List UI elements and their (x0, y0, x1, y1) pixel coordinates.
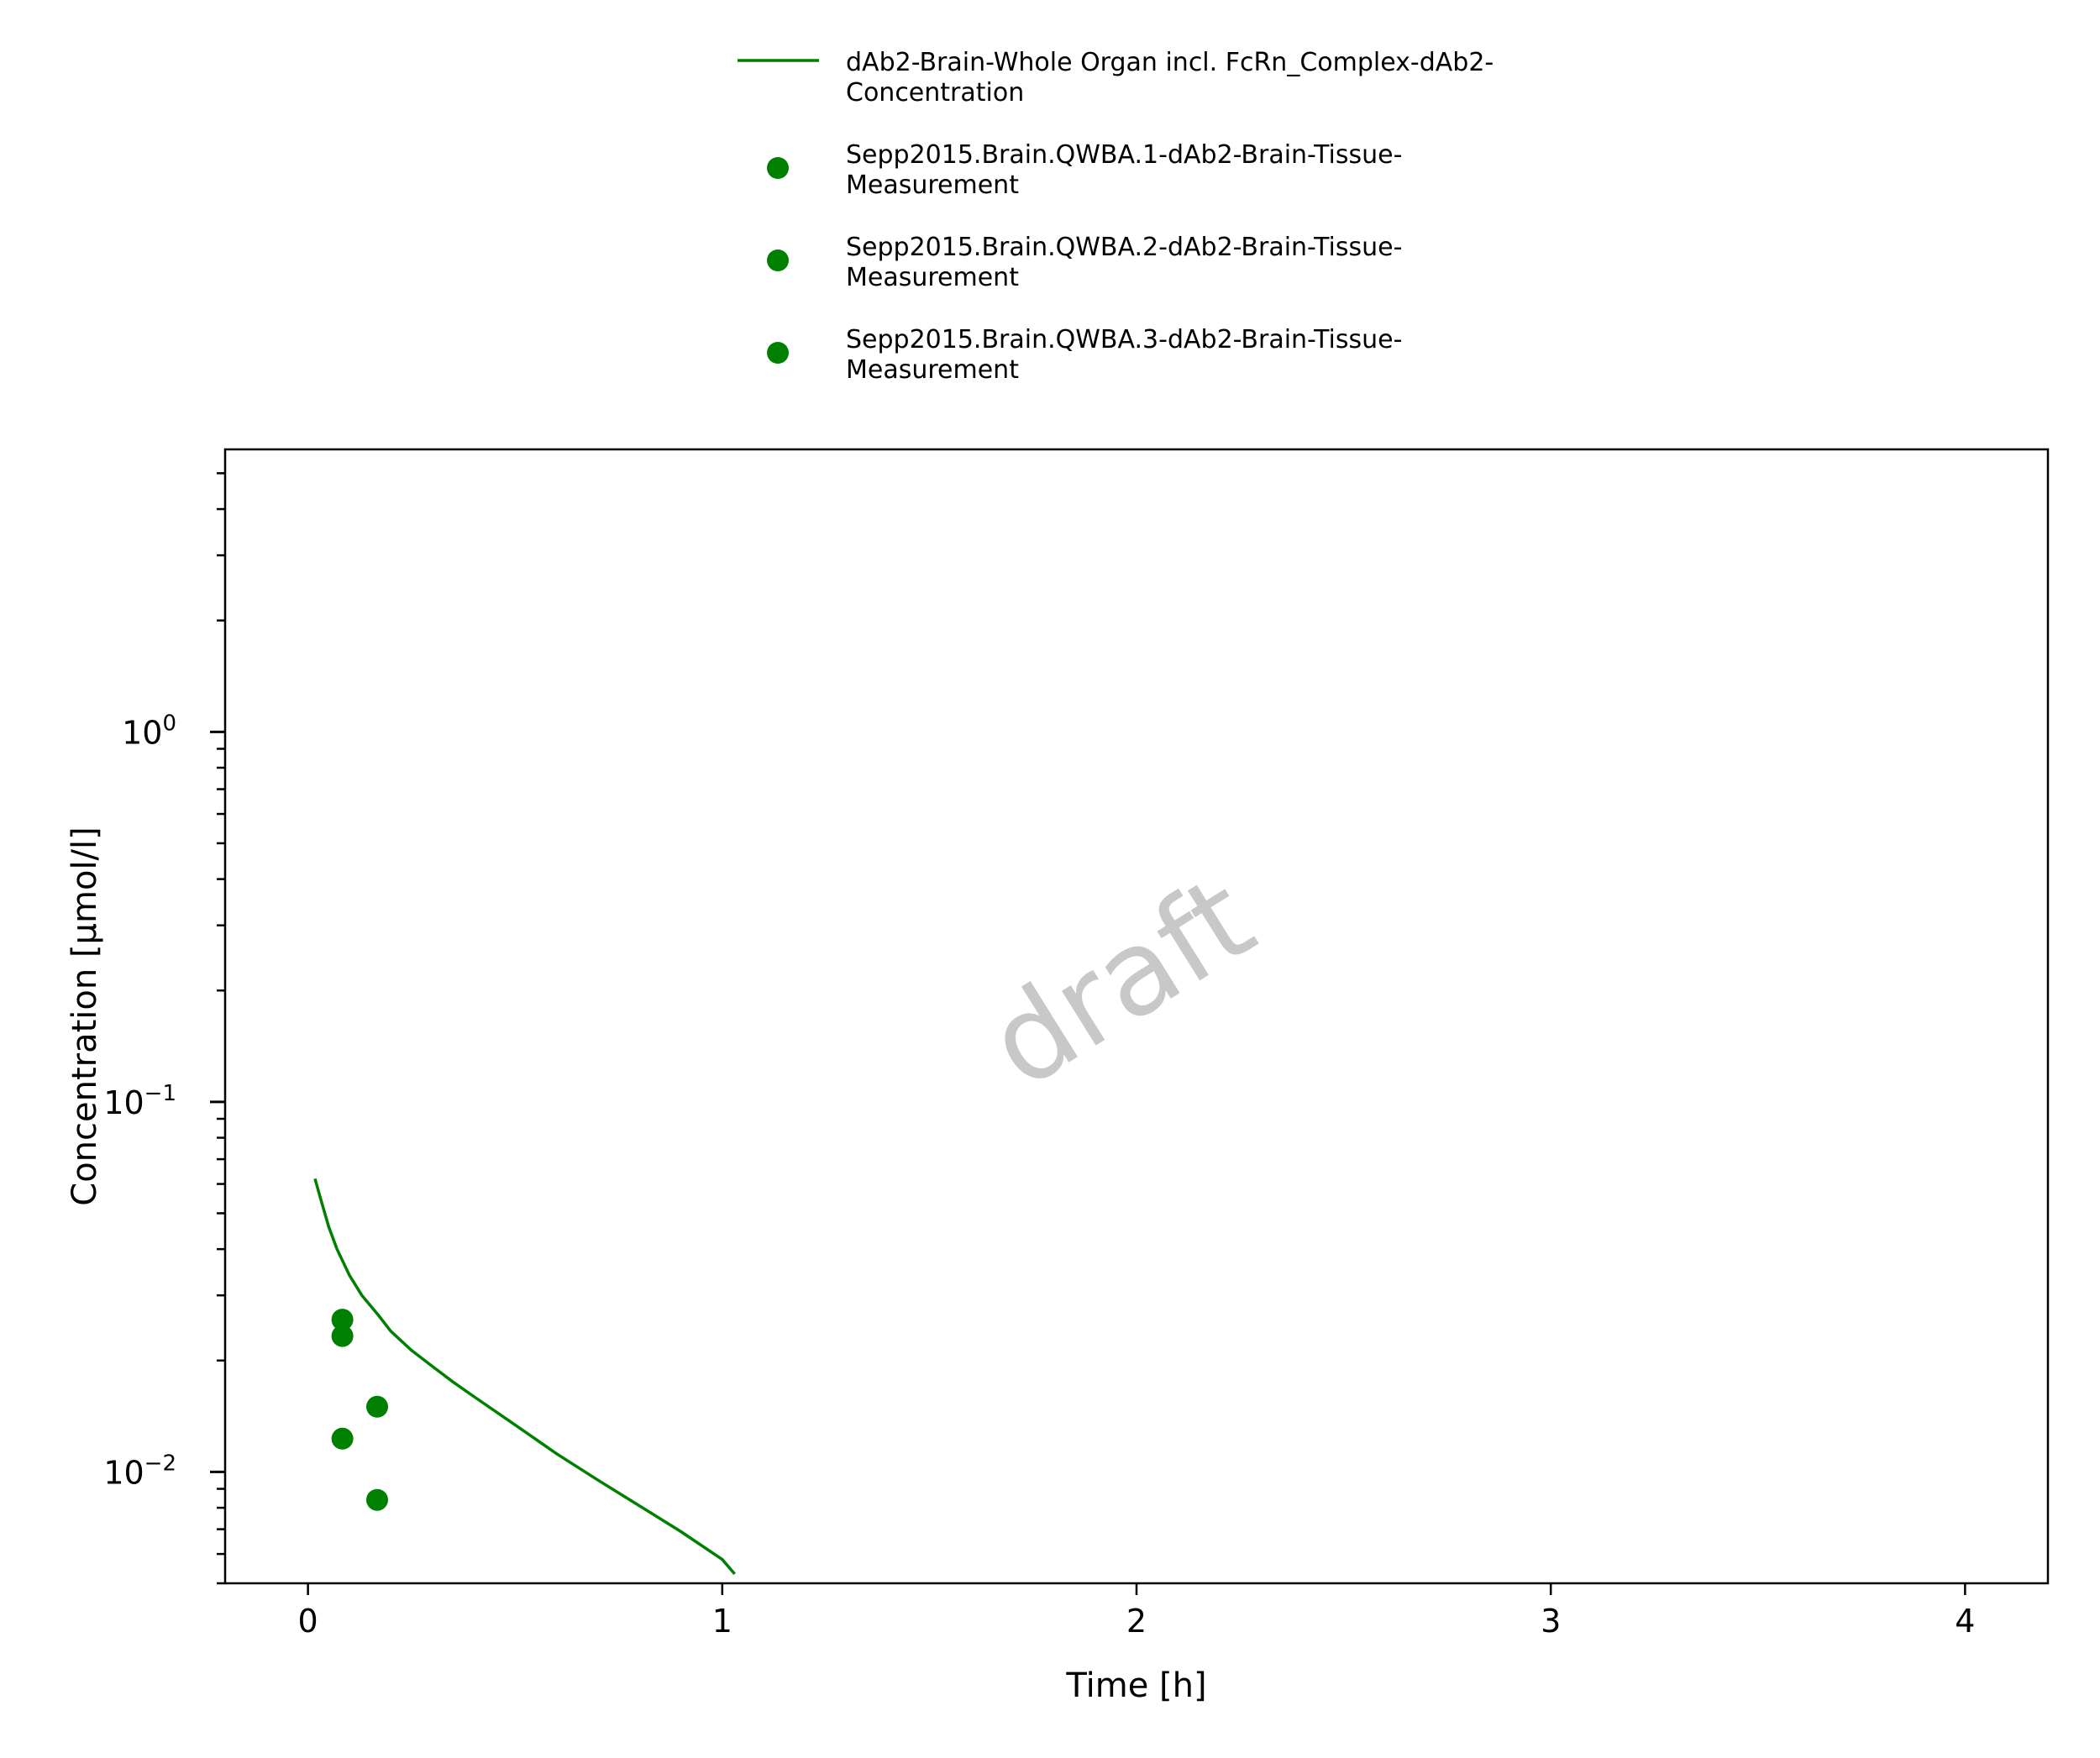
x-tick-label-0: 0 (298, 1603, 318, 1640)
watermark-text: draft (966, 850, 1277, 1115)
y-tick-label-1: 10−1 (103, 1081, 176, 1121)
y-tick-label-2: 10−2 (103, 1451, 176, 1491)
x-tick-label-4: 4 (1955, 1603, 1975, 1640)
legend-entry-1-line-0: Sepp2015.Brain.QWBA.1-dAb2-Brain-Tissue- (846, 140, 1402, 170)
legend-entry-0-line-0: dAb2-Brain-Whole Organ incl. FcRn_Comple… (846, 48, 1494, 77)
data-point-s2-0 (331, 1325, 354, 1347)
data-point-s1-1 (366, 1395, 388, 1418)
legend-entry-2-line-0: Sepp2015.Brain.QWBA.2-dAb2-Brain-Tissue- (846, 233, 1402, 262)
plot-series (313, 1178, 736, 1576)
x-tick-label-1: 1 (712, 1603, 732, 1640)
x-axis-label: Time [h] (1065, 1666, 1206, 1705)
y-axis-label: Concentration [µmol/l] (66, 827, 104, 1205)
legend: dAb2-Brain-Whole Organ incl. FcRn_Comple… (738, 48, 1494, 385)
y-axis: 100 10−1 10−2 (103, 472, 225, 1585)
data-point-s1-0 (331, 1309, 354, 1331)
legend-dot-swatch (767, 342, 789, 364)
legend-dot-swatch (767, 157, 789, 179)
series-line-0 (313, 1178, 736, 1576)
data-point-s3-0 (331, 1427, 354, 1450)
data-point-s3-1 (366, 1488, 388, 1511)
legend-entry-0-line-1: Concentration (846, 78, 1024, 108)
legend-dot-swatch (767, 249, 789, 271)
x-axis: 0 1 2 3 4 (298, 1583, 1975, 1640)
legend-entry-3-line-0: Sepp2015.Brain.QWBA.3-dAb2-Brain-Tissue- (846, 325, 1402, 354)
x-tick-label-2: 2 (1126, 1603, 1147, 1640)
y-tick-label-0: 100 (122, 711, 176, 751)
legend-entry-3-line-1: Measurement (846, 355, 1019, 385)
x-tick-label-3: 3 (1541, 1603, 1561, 1640)
legend-entry-1-line-1: Measurement (846, 171, 1019, 200)
legend-entry-2-line-1: Measurement (846, 263, 1019, 292)
